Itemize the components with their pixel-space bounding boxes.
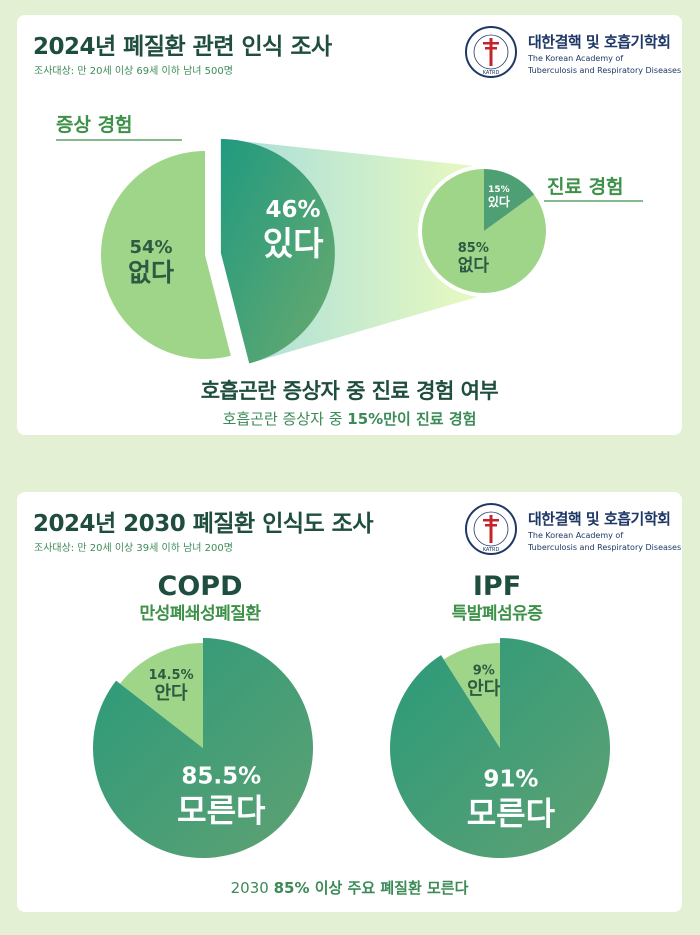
symptom-yes-label: 있다: [263, 224, 324, 263]
academy-name-ko: 대한결핵 및 호흡기학회: [528, 510, 671, 528]
copd-unknown-label: 모른다: [177, 791, 266, 829]
academy-logo-2: KATRD 대한결핵 및 호흡기학회 The Korean Academy of…: [464, 502, 682, 560]
copd-korean-name: 만성폐쇄성폐질환: [139, 604, 261, 624]
academy-seal-icon: KATRD: [465, 26, 517, 78]
ipf-unknown-label: 모른다: [467, 794, 556, 832]
ipf-heading: IPF 특발폐섬유증: [387, 572, 607, 626]
academy-name-ko: 대한결핵 및 호흡기학회: [528, 33, 671, 51]
survey-card-2: 14.5% 안다 85.5% 모른다 9% 안다 91% 모른다 2024년 2030 폐질…: [17, 492, 682, 912]
section1-bottom-title: 호흡곤란 증상자 중 진료 경험 여부: [200, 379, 499, 403]
pie-slice-yes-symptom: [220, 138, 335, 364]
survey-card-1: 46% 있다 54% 없다 15% 있다 85% 없다 증상 경험 진료 경험 2024년 …: [17, 15, 682, 435]
copd-slice-unknown: [93, 638, 314, 858]
academy-name-en-line2: Tuberculosis and Respiratory Diseases: [528, 543, 682, 552]
copd-heading: COPD 만성폐쇄성폐질환: [90, 572, 310, 626]
symptom-yes-percent: 46%: [266, 197, 321, 223]
academy-seal-icon: KATRD: [465, 503, 517, 555]
treatment-experience-label: 진료 경험: [547, 176, 624, 198]
section1-subtitle: 조사대상: 만 20세 이상 69세 이하 남녀 500명: [34, 66, 233, 77]
pie-slice-no-symptom: [100, 151, 231, 360]
academy-name-en-line1: The Korean Academy of: [528, 531, 624, 540]
treatment-no-label: 없다: [458, 256, 490, 276]
treatment-no-percent: 85%: [458, 241, 489, 256]
symptom-no-label: 없다: [128, 258, 174, 287]
copd-slice-known: [120, 643, 203, 748]
copd-known-label: 안다: [154, 683, 188, 704]
treatment-yes-percent: 15%: [488, 185, 510, 195]
academy-logo: KATRD 대한결핵 및 호흡기학회 The Korean Academy of…: [464, 25, 682, 83]
ipf-unknown-percent: 91%: [483, 766, 538, 792]
pie-slice-no-treatment: [422, 169, 547, 293]
copd-known-percent: 14.5%: [149, 668, 194, 683]
copd-unknown-percent: 85.5%: [181, 763, 261, 789]
section1-bottom-subtitle: 호흡곤란 증상자 중 15%만이 진료 경험: [222, 410, 477, 428]
ipf-title: IPF: [472, 571, 522, 602]
academy-name-en-line1: The Korean Academy of: [528, 54, 624, 63]
ipf-slice-known: [443, 643, 500, 748]
ipf-korean-name: 특발폐섬유증: [451, 604, 543, 624]
section2-subtitle: 조사대상: 만 20세 이상 39세 이하 남녀 200명: [34, 543, 233, 554]
treatment-yes-label: 있다: [488, 194, 510, 209]
section2-footer: 2030 85% 이상 주요 폐질환 모른다: [230, 879, 469, 897]
section2-title: 2024년 2030 폐질환 인식도 조사: [33, 511, 374, 537]
section1-title: 2024년 폐질환 관련 인식 조사: [33, 34, 332, 60]
ipf-known-percent: 9%: [473, 663, 495, 678]
academy-name-en-line2: Tuberculosis and Respiratory Diseases: [528, 66, 682, 75]
copd-title: COPD: [157, 571, 243, 602]
pie-slice-yes-treatment: [484, 169, 535, 231]
symptom-experience-label: 증상 경험: [56, 114, 133, 136]
symptom-no-percent: 54%: [129, 237, 172, 258]
svg-text:KATRD: KATRD: [483, 70, 500, 76]
ipf-known-label: 안다: [467, 678, 501, 699]
svg-text:KATRD: KATRD: [483, 547, 500, 553]
